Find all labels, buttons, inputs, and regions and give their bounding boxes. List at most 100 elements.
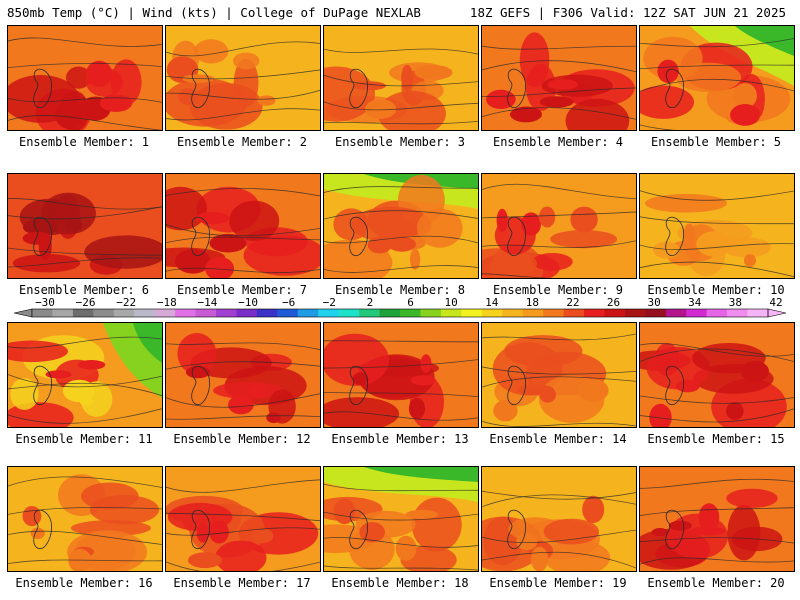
temperature-field <box>482 174 636 278</box>
ensemble-member-map <box>323 25 479 131</box>
colorbar-swatch <box>665 309 687 317</box>
colorbar-swatch <box>400 309 421 317</box>
colorbar-tick: −26 <box>75 296 96 309</box>
colorbar-swatch <box>543 309 564 317</box>
temperature-field <box>640 174 794 278</box>
ensemble-member-map <box>7 25 163 131</box>
temperature-field <box>166 467 320 571</box>
colorbar-tick: 2 <box>366 296 374 309</box>
colorbar-swatch <box>154 309 176 317</box>
colorbar-tick: 26 <box>606 296 621 309</box>
colorbar-swatch <box>727 309 748 317</box>
colorbar-swatch <box>277 309 299 317</box>
ensemble-member-map <box>165 173 321 279</box>
ensemble-member-label: Ensemble Member: 4 <box>492 135 624 149</box>
ensemble-member-label: Ensemble Member: 8 <box>334 283 466 297</box>
colorbar-swatch <box>72 309 94 317</box>
ensemble-member-map <box>639 322 795 428</box>
colorbar-tick: 22 <box>566 296 580 309</box>
colorbar-swatch <box>706 309 728 317</box>
colorbar-swatch <box>502 309 523 317</box>
colorbar-min-arrow <box>13 308 33 318</box>
colorbar-swatch <box>379 309 401 317</box>
temperature-field <box>324 174 478 278</box>
colorbar-swatch <box>563 309 585 317</box>
colorbar-tick: 6 <box>407 296 414 309</box>
colorbar-swatch <box>134 309 155 317</box>
ensemble-member-label: Ensemble Member: 17 <box>173 576 311 590</box>
colorbar-swatch <box>624 309 646 317</box>
ensemble-member-map <box>481 466 637 572</box>
ensemble-member-label: Ensemble Member: 9 <box>492 283 624 297</box>
ensemble-member-label: Ensemble Member: 14 <box>489 432 627 446</box>
colorbar-swatch <box>113 309 135 317</box>
ensemble-member-label: Ensemble Member: 13 <box>331 432 469 446</box>
colorbar-tick: 30 <box>647 296 661 309</box>
ensemble-member-map <box>639 25 795 131</box>
colorbar-tick: 38 <box>728 296 742 309</box>
temperature-field <box>8 174 162 278</box>
colorbar-swatch <box>195 309 217 317</box>
colorbar-swatch <box>297 309 319 317</box>
colorbar-tick: −6 <box>282 296 296 309</box>
ensemble-member-map <box>323 466 479 572</box>
colorbar-swatch <box>216 309 237 317</box>
ensemble-member-label: Ensemble Member: 1 <box>18 135 150 149</box>
colorbar-tick: 18 <box>525 296 539 309</box>
colorbar-swatch <box>522 309 544 317</box>
ensemble-member-map <box>165 25 321 131</box>
colorbar-tick: −14 <box>197 296 218 309</box>
valid-time: 18Z GEFS | F306 Valid: 12Z SAT JUN 21 20… <box>469 5 786 20</box>
ensemble-member-label: Ensemble Member: 7 <box>176 283 308 297</box>
temperature-field <box>166 323 320 427</box>
temperature-field <box>640 26 794 130</box>
ensemble-member-map <box>7 466 163 572</box>
ensemble-member-map <box>7 322 163 428</box>
ensemble-member-label: Ensemble Member: 5 <box>650 135 782 149</box>
temperature-field <box>640 323 794 427</box>
colorbar-outline <box>31 308 769 318</box>
ensemble-member-label: Ensemble Member: 3 <box>334 135 466 149</box>
colorbar-swatch <box>440 309 462 317</box>
ensemble-member-label: Ensemble Member: 11 <box>15 432 153 446</box>
colorbar-swatch <box>481 309 503 317</box>
temperature-field <box>482 26 636 130</box>
temperature-colorbar <box>13 308 787 318</box>
colorbar-swatch <box>338 309 360 317</box>
ensemble-member-label: Ensemble Member: 20 <box>647 576 785 590</box>
colorbar-swatch <box>604 309 626 317</box>
colorbar-swatch <box>461 309 483 317</box>
colorbar-swatch <box>359 309 380 317</box>
ensemble-member-map <box>481 173 637 279</box>
ensemble-member-label: Ensemble Member: 10 <box>647 283 785 297</box>
temperature-field <box>324 323 478 427</box>
colorbar-tick: 14 <box>485 296 499 309</box>
ensemble-member-map <box>639 466 795 572</box>
colorbar-swatch <box>420 309 442 317</box>
colorbar-tick: 10 <box>444 296 458 309</box>
ensemble-member-map <box>639 173 795 279</box>
temperature-field <box>8 323 162 427</box>
ensemble-member-map <box>165 466 321 572</box>
ensemble-member-map <box>165 322 321 428</box>
ensemble-member-label: Ensemble Member: 2 <box>176 135 308 149</box>
colorbar-tick: 34 <box>688 296 702 309</box>
colorbar-swatch <box>236 309 258 317</box>
colorbar-swatch <box>256 309 278 317</box>
colorbar-tick: −30 <box>35 296 55 309</box>
temperature-field <box>324 467 478 571</box>
colorbar-swatch <box>93 309 115 317</box>
colorbar-swatch <box>686 309 707 317</box>
ensemble-member-map <box>323 322 479 428</box>
colorbar-tick: 42 <box>769 296 783 309</box>
colorbar-tick: −18 <box>156 296 177 309</box>
colorbar-max-arrow <box>767 308 787 318</box>
temperature-field <box>166 174 320 278</box>
temperature-field <box>482 323 636 427</box>
ensemble-member-map <box>481 322 637 428</box>
ensemble-member-map <box>323 173 479 279</box>
colorbar-swatch <box>32 309 53 317</box>
temperature-field <box>8 467 162 571</box>
colorbar-tick: −10 <box>238 296 258 309</box>
temperature-field <box>482 467 636 571</box>
